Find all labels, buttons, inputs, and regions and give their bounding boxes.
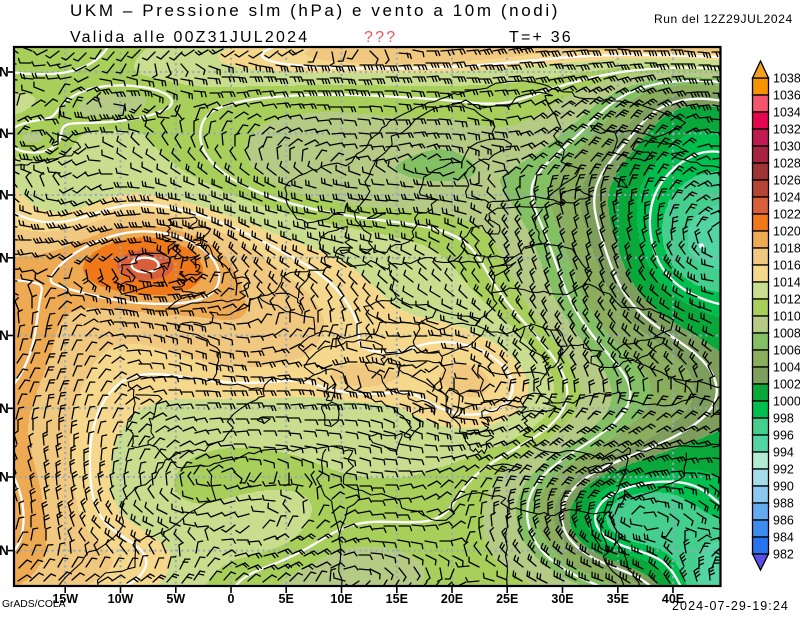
svg-text:992: 992	[773, 463, 794, 477]
svg-text:1010: 1010	[773, 310, 800, 324]
svg-text:1034: 1034	[773, 106, 800, 120]
svg-text:1020: 1020	[773, 225, 800, 239]
svg-text:N: N	[0, 543, 9, 558]
svg-text:1036: 1036	[773, 89, 800, 103]
svg-text:5W: 5W	[166, 592, 185, 606]
svg-text:2024-07-29-19:24: 2024-07-29-19:24	[672, 599, 789, 613]
svg-text:1006: 1006	[773, 344, 800, 358]
svg-text:1012: 1012	[773, 293, 800, 307]
svg-text:20E: 20E	[441, 592, 463, 606]
svg-text:N: N	[0, 250, 9, 265]
svg-text:N: N	[0, 328, 9, 343]
svg-text:1018: 1018	[773, 242, 800, 256]
svg-text:994: 994	[773, 446, 794, 460]
svg-text:1008: 1008	[773, 327, 800, 341]
svg-text:998: 998	[773, 412, 794, 426]
svg-text:1000: 1000	[773, 395, 800, 409]
svg-text:1024: 1024	[773, 191, 800, 205]
svg-text:990: 990	[773, 480, 794, 494]
svg-text:Valida alle 00Z31JUL2024: Valida alle 00Z31JUL2024	[70, 29, 309, 46]
svg-text:???: ???	[364, 29, 397, 46]
svg-text:30E: 30E	[551, 592, 573, 606]
svg-text:1002: 1002	[773, 378, 800, 392]
svg-text:988: 988	[773, 497, 794, 511]
svg-text:GrADS/COLA: GrADS/COLA	[2, 599, 66, 610]
svg-text:996: 996	[773, 429, 794, 443]
svg-text:1004: 1004	[773, 361, 800, 375]
svg-text:35E: 35E	[607, 592, 629, 606]
svg-text:N: N	[0, 470, 9, 485]
svg-text:UKM – Pressione slm (hPa) e ve: UKM – Pressione slm (hPa) e vento a 10m …	[70, 1, 560, 20]
svg-text:10W: 10W	[108, 592, 134, 606]
svg-text:5E: 5E	[279, 592, 294, 606]
svg-text:986: 986	[773, 514, 794, 528]
svg-text:1030: 1030	[773, 140, 800, 154]
svg-text:25E: 25E	[496, 592, 518, 606]
svg-text:N: N	[0, 188, 9, 203]
svg-text:982: 982	[773, 548, 794, 562]
svg-text:1014: 1014	[773, 276, 800, 290]
svg-text:1022: 1022	[773, 208, 800, 222]
svg-text:15W: 15W	[52, 592, 78, 606]
svg-text:1026: 1026	[773, 174, 800, 188]
svg-text:N: N	[0, 65, 9, 80]
svg-text:984: 984	[773, 531, 794, 545]
svg-text:N: N	[0, 126, 9, 141]
svg-text:1016: 1016	[773, 259, 800, 273]
svg-text:0: 0	[228, 592, 235, 606]
svg-text:1028: 1028	[773, 157, 800, 171]
svg-text:Run del 12Z29JUL2024: Run del 12Z29JUL2024	[654, 12, 793, 26]
svg-text:40E: 40E	[662, 592, 684, 606]
svg-text:10E: 10E	[330, 592, 352, 606]
svg-text:1032: 1032	[773, 123, 800, 137]
svg-text:1038: 1038	[773, 72, 800, 86]
svg-text:T=+ 36: T=+ 36	[509, 29, 573, 46]
svg-text:15E: 15E	[386, 592, 408, 606]
svg-text:N: N	[0, 401, 9, 416]
